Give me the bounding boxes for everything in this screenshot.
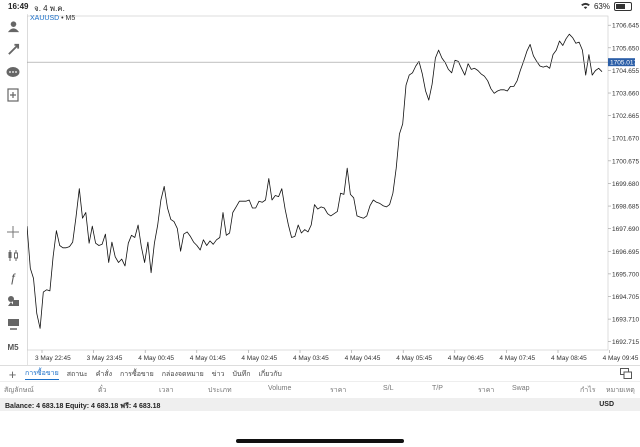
y-tick-label: 1703.660 xyxy=(612,91,639,98)
y-tick-label: 1694.705 xyxy=(612,294,639,301)
y-tick-label: 1705.650 xyxy=(612,45,639,52)
y-tick-label: 1702.665 xyxy=(612,113,639,120)
tab-trade[interactable]: การซื้อขาย xyxy=(25,368,59,380)
y-tick-label: 1695.700 xyxy=(612,271,639,278)
candlestick-icon[interactable] xyxy=(4,246,22,264)
chart-area[interactable]: XAUUSD • M5 1706.645 1705.650 1704.655 1703… xyxy=(26,14,640,366)
col-tp: T/P xyxy=(432,385,443,392)
balance-currency: USD xyxy=(599,401,614,408)
add-icon[interactable]: + xyxy=(8,366,17,382)
x-tick-label: 4 May 00:45 xyxy=(138,355,174,362)
col-comment: หมายเหตุ xyxy=(606,387,635,394)
col-swap: Swap xyxy=(512,385,530,392)
x-tick-label: 4 May 02:45 xyxy=(241,355,277,362)
tab-mailbox[interactable]: กล่องจดหมาย xyxy=(161,370,204,378)
y-tick-label: 1693.710 xyxy=(612,317,639,324)
objects-icon[interactable] xyxy=(4,292,22,310)
plot-frame xyxy=(26,15,609,351)
price-chart[interactable]: 1706.645 1705.650 1704.655 1703.660 1702.665… xyxy=(26,14,640,366)
col-symbol: สัญลักษณ์ xyxy=(4,387,34,394)
symbol-timeframe: M5 xyxy=(65,15,76,22)
x-tick-label: 4 May 06:45 xyxy=(448,355,484,362)
symbol-label: XAUUSD • M5 xyxy=(30,15,75,22)
symbol-name: XAUUSD xyxy=(30,15,60,22)
tab-journal[interactable]: บันทึก xyxy=(232,370,251,378)
y-tick-label: 1692.715 xyxy=(612,339,639,346)
home-indicator[interactable] xyxy=(236,439,404,443)
trade-table-header: สัญลักษณ์ ตั๋ว เวลา ประเภท Volume ราคา S… xyxy=(0,381,640,396)
y-tick-label: 1696.695 xyxy=(612,249,639,256)
x-tick-label: 4 May 05:45 xyxy=(396,355,432,362)
x-tick-label: 4 May 09:45 xyxy=(603,355,639,362)
battery-icon xyxy=(614,2,632,11)
current-price-tag xyxy=(608,58,635,67)
user-icon[interactable] xyxy=(4,17,22,35)
order-icon[interactable] xyxy=(4,40,22,58)
status-bar: 16:49 จ. 4 พ.ค. 63% xyxy=(0,0,640,14)
col-type: ประเภท xyxy=(208,387,232,394)
price-series-line xyxy=(26,33,603,329)
x-tick-label: 3 May 22:45 xyxy=(35,355,71,362)
chat-icon[interactable] xyxy=(4,63,22,81)
x-tick-label: 4 May 01:45 xyxy=(190,355,226,362)
templates-icon[interactable] xyxy=(4,315,22,333)
tab-positions[interactable]: สถานะ xyxy=(66,370,88,378)
y-tick-label: 1700.675 xyxy=(612,158,639,165)
battery-percent: 63% xyxy=(593,2,610,11)
timeframe-button[interactable]: M5 xyxy=(7,342,19,352)
status-right: 63% xyxy=(581,2,632,11)
x-tick-label: 4 May 03:45 xyxy=(293,355,329,362)
x-tick-label: 4 May 08:45 xyxy=(551,355,587,362)
status-time: 16:49 xyxy=(8,2,29,11)
x-tick-label: 4 May 07:45 xyxy=(499,355,535,362)
y-tick-label: 1697.690 xyxy=(612,226,639,233)
tab-about[interactable]: เกี่ยวกับ xyxy=(258,370,282,378)
bottom-tabs: + การซื้อขาย สถานะ คำสั่ง การซื้อขาย กล่… xyxy=(0,365,640,382)
y-tick-label: 1701.670 xyxy=(612,136,639,143)
col-sl: S/L xyxy=(383,385,394,392)
tab-history[interactable]: การซื้อขาย xyxy=(120,370,154,378)
function-icon[interactable]: ƒ xyxy=(9,271,17,285)
y-tick-label: 1706.645 xyxy=(612,23,639,30)
balance-row: Balance: 4 683.18 Equity: 4 683.18 ฟรี: … xyxy=(0,398,640,411)
current-price-label: 1705.017 xyxy=(610,60,637,67)
tab-news[interactable]: ข่าว xyxy=(211,370,225,378)
col-price: ราคา xyxy=(330,387,347,394)
col-volume: Volume xyxy=(268,385,292,392)
crosshair-icon[interactable] xyxy=(4,223,22,241)
panel-layout-icon[interactable] xyxy=(620,368,632,382)
y-tick-label: 1699.680 xyxy=(612,181,639,188)
x-tick-label: 4 May 04:45 xyxy=(345,355,381,362)
balance-text: Balance: 4 683.18 Equity: 4 683.18 ฟรี: … xyxy=(5,403,161,410)
y-tick-label: 1698.685 xyxy=(612,204,639,211)
col-price-current: ราคา xyxy=(478,387,495,394)
col-profit: กำไร xyxy=(580,387,596,394)
add-indicator-icon[interactable] xyxy=(4,86,22,104)
y-tick-label: 1704.655 xyxy=(612,68,639,75)
wifi-icon xyxy=(581,2,590,11)
col-time: เวลา xyxy=(159,387,174,394)
tab-orders[interactable]: คำสั่ง xyxy=(95,370,113,378)
col-ticket: ตั๋ว xyxy=(98,387,107,394)
status-date: จ. 4 พ.ค. xyxy=(34,4,65,13)
x-tick-label: 3 May 23:45 xyxy=(87,355,123,362)
symbol-separator: • xyxy=(59,15,66,22)
left-toolbar: ƒ M5 xyxy=(0,14,28,366)
